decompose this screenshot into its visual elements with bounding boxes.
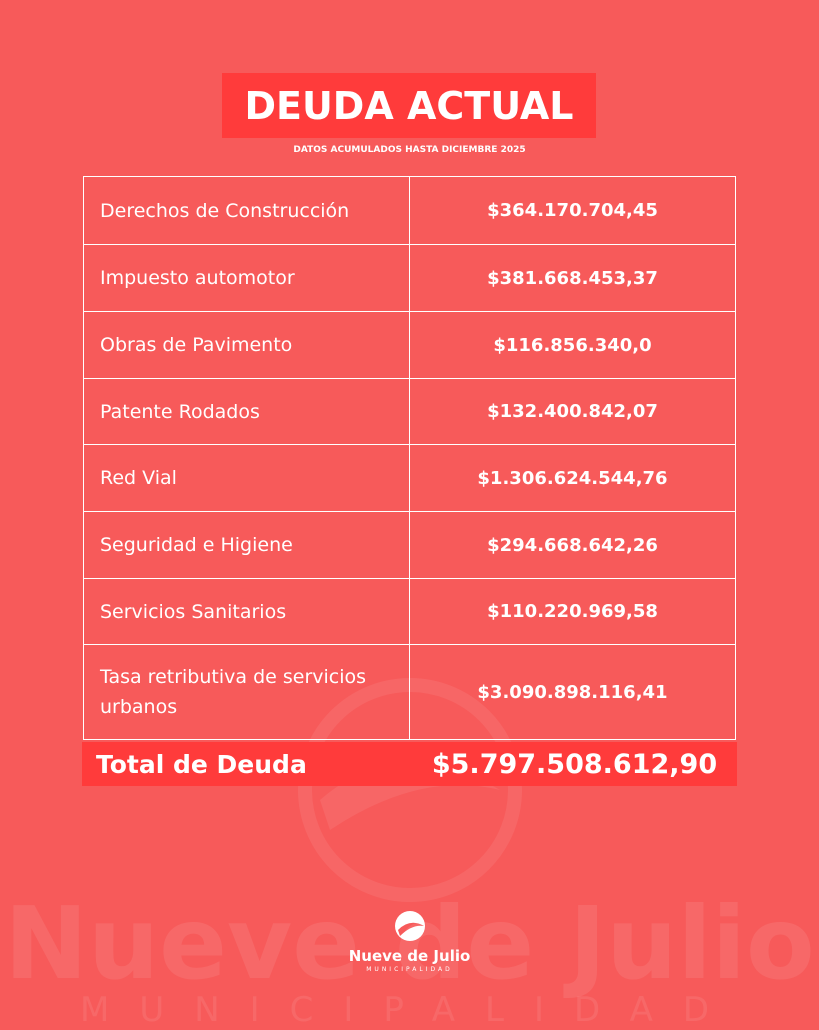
table-row: Tasa retributiva de servicios urbanos $3.…: [84, 644, 735, 739]
table-row: Derechos de Construcción $364.170.704,45: [84, 177, 735, 244]
amount: $381.668.453,37: [487, 267, 658, 289]
logo-subtitle: MUNICIPALIDAD: [366, 966, 453, 973]
concept: Tasa retributiva de servicios urbanos: [84, 645, 410, 739]
total-value: $5.797.508.612,90: [431, 748, 718, 780]
total-row: Total de Deuda $5.797.508.612,90: [82, 742, 737, 786]
table-row: Servicios Sanitarios $110.220.969,58: [84, 578, 735, 644]
watermark-name: Nueve de Julio: [4, 885, 815, 1002]
concept: Obras de Pavimento: [84, 312, 410, 378]
amount: $364.170.704,45: [487, 200, 658, 221]
logo-name: Nueve de Julio: [348, 947, 471, 965]
watermark-subtitle: MUNICIPALIDAD: [79, 990, 740, 1030]
concept: Servicios Sanitarios: [84, 579, 410, 644]
subtitle: DATOS ACUMULADOS HASTA DICIEMBRE 2025: [293, 145, 526, 155]
table-row: Patente Rodados $132.400.842,07: [84, 378, 735, 444]
amount: $132.400.842,07: [487, 401, 658, 422]
concept: Impuesto automotor: [84, 245, 410, 311]
table-row: Obras de Pavimento $116.856.340,0: [84, 311, 735, 378]
amount: $116.856.340,0: [493, 334, 652, 356]
table-row: Seguridad e Higiene $294.668.642,26: [84, 511, 735, 578]
table-row: Red Vial $1.306.624.544,76: [84, 444, 735, 511]
amount: $294.668.642,26: [487, 534, 658, 556]
title: DEUDA ACTUAL: [222, 73, 596, 138]
debt-table: Derechos de Construcción $364.170.704,45 I…: [83, 176, 736, 740]
concept: Seguridad e Higiene: [84, 512, 410, 578]
table-row: Impuesto automotor $381.668.453,37: [84, 244, 735, 311]
amount: $1.306.624.544,76: [477, 467, 668, 489]
concept: Patente Rodados: [84, 379, 410, 444]
amount: $110.220.969,58: [487, 601, 658, 622]
total-label: Total de Deuda: [96, 749, 307, 779]
concept: Derechos de Construcción: [84, 177, 410, 244]
amount: $3.090.898.116,41: [477, 681, 668, 703]
concept: Red Vial: [84, 445, 410, 511]
